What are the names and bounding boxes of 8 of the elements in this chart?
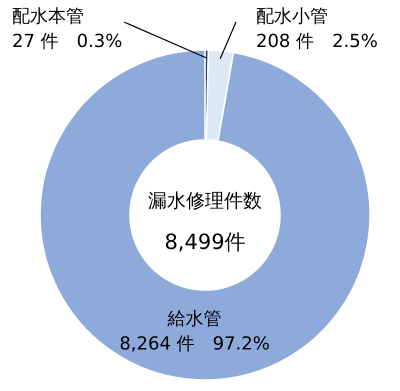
data-label: 8,264 件 97.2% [119,334,270,355]
slice-label: 配水小管 [256,6,328,27]
text: 漏水修理件数 [148,190,262,212]
data-label: 27 件 0.3% [12,31,122,52]
slice-label: 配水本管 [12,6,84,27]
data-label: 208 件 2.5% [256,31,378,52]
slice-label: 給水管 [166,308,222,330]
text: 8,499件 [164,230,246,254]
